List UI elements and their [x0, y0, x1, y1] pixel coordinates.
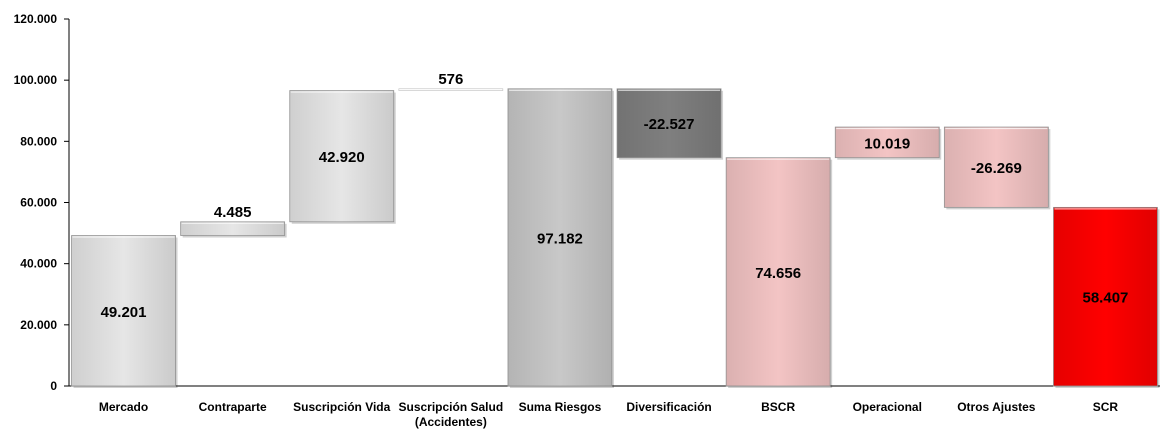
bar-5: [507, 88, 614, 389]
bar-9: [943, 126, 1051, 210]
bar-shading: [944, 127, 1049, 208]
y-tick-label: 60.000: [20, 196, 57, 210]
bar-rect: [398, 88, 504, 91]
data-label-group: 49.201 4.485 42.920 576 97.182 -22.527 74.656 1…: [101, 71, 1129, 321]
data-label: 4.485: [214, 204, 252, 221]
bar-shading: [180, 221, 285, 236]
data-label: 58.407: [1083, 290, 1129, 307]
bar-1: [71, 235, 178, 388]
y-axis: 0 20.000 40.000 60.000 80.000 100.000 120.000: [14, 12, 70, 393]
bar-7: [725, 157, 833, 388]
bar-shading: [71, 235, 176, 386]
bar-shading: [617, 88, 722, 158]
data-label: 49.201: [101, 304, 147, 321]
y-tick-label: 80.000: [20, 134, 57, 148]
bar-shading: [726, 157, 831, 386]
x-tick-label: Suscripción Vida: [293, 400, 390, 414]
x-tick-label: Diversificación: [626, 400, 711, 414]
y-tick-label: 0: [50, 379, 57, 393]
bar-8: [834, 126, 942, 160]
y-tick-label: 40.000: [20, 257, 57, 271]
data-label: 74.656: [755, 265, 801, 282]
x-tick-label: Otros Ajustes: [957, 400, 1036, 414]
bar-shading: [835, 127, 940, 158]
y-tick-label: 120.000: [14, 12, 58, 26]
bar-shading: [507, 88, 612, 387]
x-tick-label: SCR: [1093, 400, 1119, 414]
data-label: 576: [438, 71, 463, 88]
x-tick-label: Mercado: [99, 400, 148, 414]
bar-10: [1053, 206, 1160, 388]
x-tick-label: Contraparte: [199, 400, 267, 414]
bar-series: [71, 88, 1160, 389]
data-label: 10.019: [864, 135, 910, 152]
data-label: -26.269: [971, 160, 1022, 177]
bar-6: [616, 88, 724, 160]
bar-2: [180, 221, 287, 238]
bar-shading: [289, 90, 394, 222]
x-tick-label: (Accidentes): [415, 415, 487, 429]
bar-shading: [1053, 207, 1158, 386]
data-label: 42.920: [319, 149, 365, 166]
data-label: -22.527: [644, 116, 695, 133]
x-tick-label: BSCR: [761, 400, 795, 414]
data-label: 97.182: [537, 230, 583, 247]
x-tick-label: Operacional: [853, 400, 922, 414]
x-axis: Mercado Contraparte Suscripción Vida Suscri…: [69, 385, 1160, 429]
bar-4: [398, 88, 504, 91]
x-tick-label: Suma Riesgos: [519, 400, 602, 414]
y-tick-label: 20.000: [20, 318, 57, 332]
x-tick-label: Suscripción Salud: [398, 400, 503, 414]
y-tick-label: 100.000: [14, 73, 58, 87]
bar-3: [289, 90, 396, 224]
